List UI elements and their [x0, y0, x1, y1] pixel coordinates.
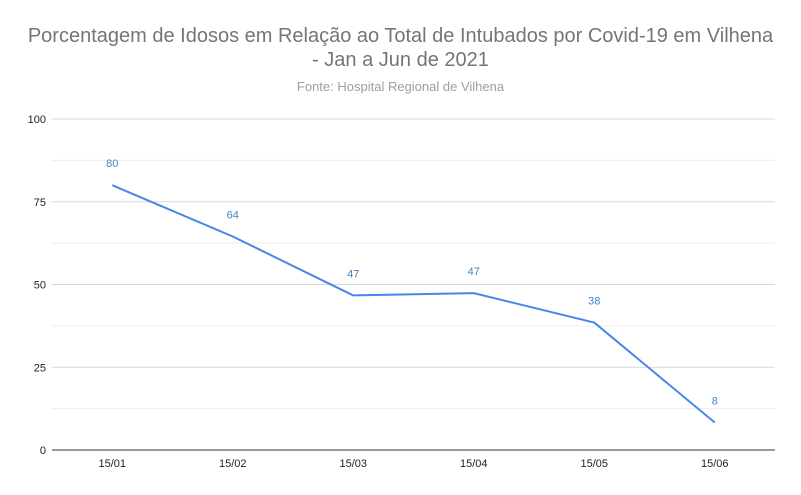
x-tick-label: 15/03: [339, 458, 367, 470]
data-label: 80: [106, 158, 118, 170]
x-tick-label: 15/02: [219, 458, 247, 470]
x-tick-label: 15/04: [460, 458, 488, 470]
y-tick-label: 25: [34, 362, 46, 374]
data-label: 64: [227, 210, 239, 222]
y-tick-label: 0: [40, 445, 46, 457]
y-tick-label: 50: [34, 280, 46, 292]
chart-title: Porcentagem de Idosos em Relação ao Tota…: [0, 24, 801, 72]
x-tick-label: 15/01: [98, 458, 126, 470]
chart-title-line-2: - Jan a Jun de 2021: [312, 49, 489, 71]
chart-title-line-1: Porcentagem de Idosos em Relação ao Tota…: [27, 25, 774, 47]
x-tick-label: 15/05: [580, 458, 608, 470]
y-tick-label: 100: [28, 114, 46, 126]
series-line: [111, 184, 716, 424]
data-label: 47: [347, 268, 359, 280]
y-tick-label: 75: [34, 197, 46, 209]
data-label: 47: [468, 266, 480, 278]
data-label: 8: [712, 396, 718, 408]
chart-subtitle: Fonte: Hospital Regional de Vilhena: [296, 79, 505, 94]
x-tick-label: 15/06: [701, 458, 729, 470]
data-label: 38: [588, 296, 600, 308]
